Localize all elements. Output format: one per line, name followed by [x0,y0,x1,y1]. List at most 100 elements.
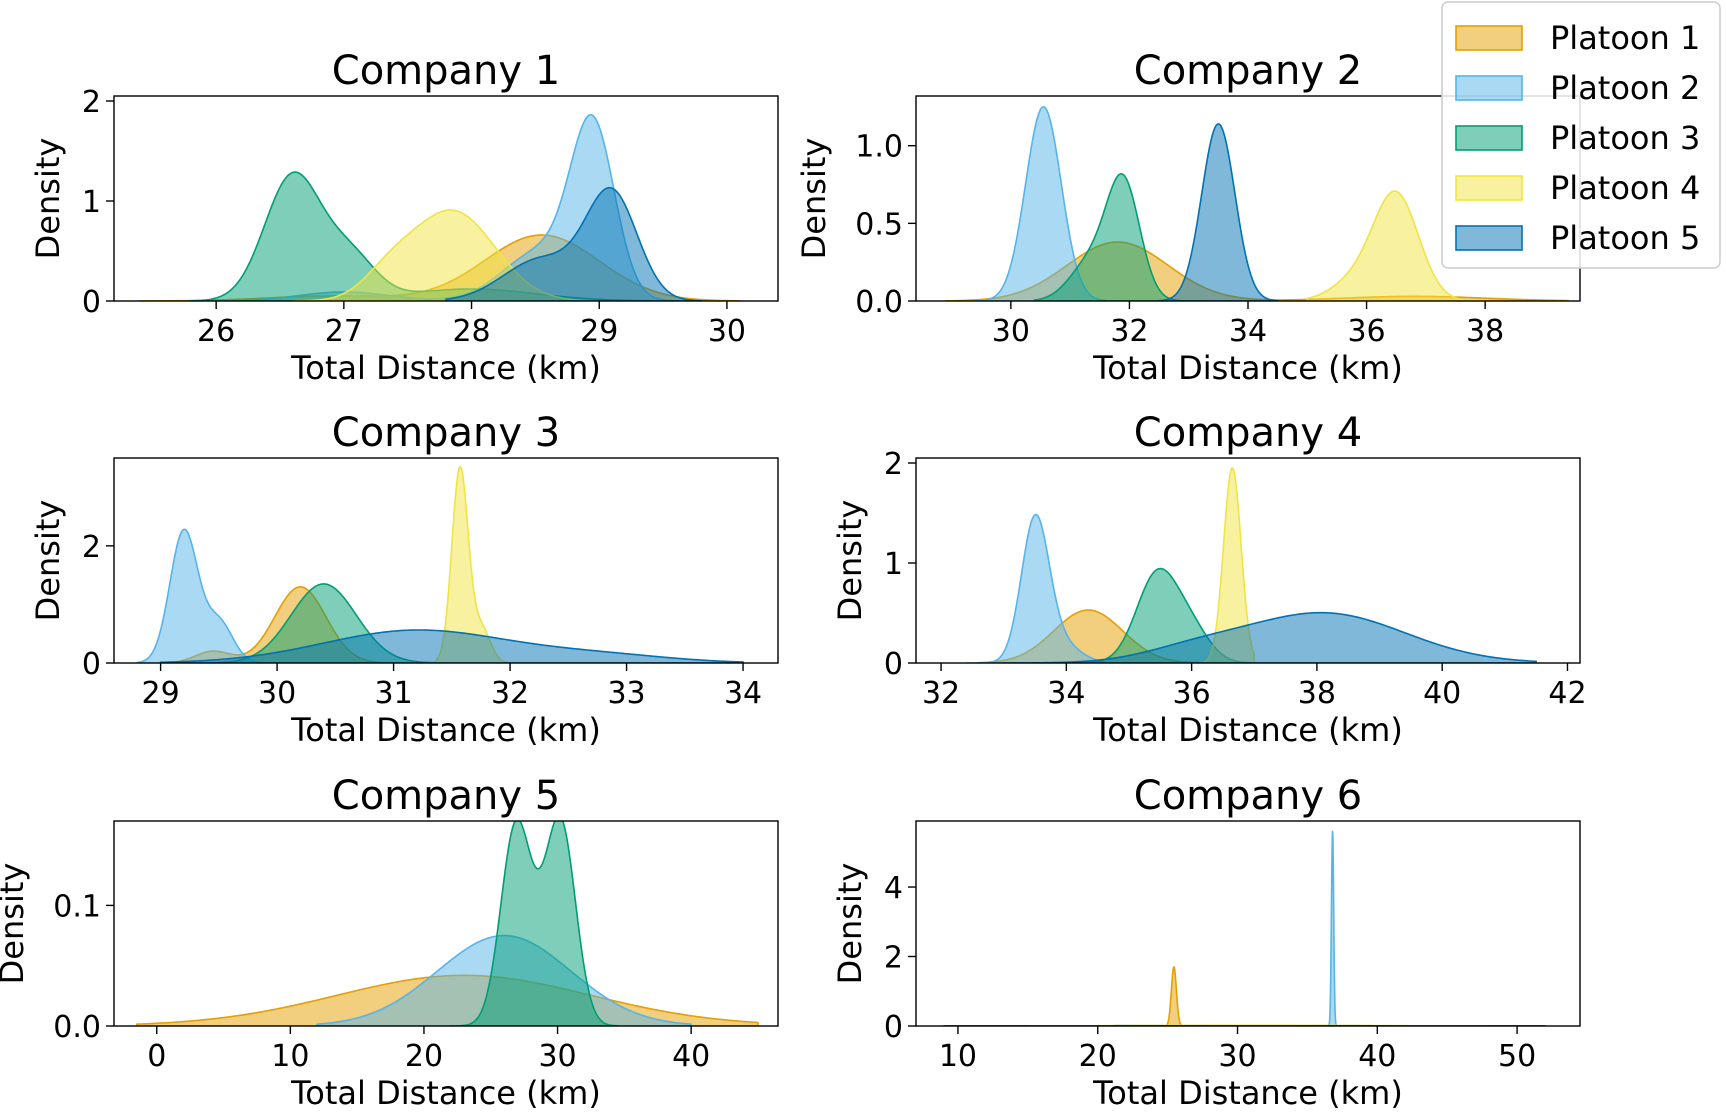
legend-swatch-platoon-3 [1455,125,1523,151]
x-tick-label: 40 [1423,676,1461,711]
y-axis-label: Density [0,863,31,985]
x-tick-label: 10 [271,1039,309,1074]
x-tick-label: 29 [580,314,618,349]
y-tick-label: 2 [884,447,903,482]
x-tick-label: 34 [1047,676,1085,711]
legend-label-platoon-5: Platoon 5 [1550,219,1700,257]
density-curves [135,821,759,1026]
x-tick-label: 20 [1079,1039,1117,1074]
y-tick-label: 0.5 [855,207,903,242]
x-tick-label: 36 [1173,676,1211,711]
x-tick-label: 42 [1548,676,1586,711]
x-tick-label: 40 [1358,1039,1396,1074]
panel-title: Company 6 [1134,773,1362,819]
y-tick-label: 2 [82,530,101,565]
y-tick-label: 4 [884,871,903,906]
density-curves [136,466,744,663]
legend-swatch-platoon-2 [1455,75,1523,101]
density-platoon-4 [1306,190,1486,301]
density-platoon-5 [1002,611,1537,663]
y-axis-label: Density [831,863,869,985]
x-tick-label: 34 [1229,314,1267,349]
density-platoon-2 [136,528,267,663]
x-axis-label: Total Distance (km) [290,711,601,749]
x-tick-label: 34 [724,676,762,711]
density-platoon-5 [445,186,703,301]
density-platoon-3 [449,821,619,1026]
x-tick-label: 38 [1298,676,1336,711]
axes-frame [915,820,1581,1027]
x-tick-label: 30 [258,676,296,711]
density-curves [944,106,1569,301]
density-platoon-5 [159,629,744,663]
y-tick-label: 1 [884,547,903,582]
panel-company-2: 30 32 34 36 38 0.0 0.5 1.0 Company 2 Total Distan… [795,48,1581,387]
x-tick-label: 20 [405,1039,443,1074]
x-tick-label: 30 [992,314,1030,349]
legend: Platoon 1 Platoon 2 Platoon 3 Platoon 4 Plat… [1441,1,1721,269]
density-curves [965,467,1537,663]
legend-box [1441,1,1721,269]
panel-company-1: 26 27 28 29 30 0 1 2 Company 1 Total Distance (km… [29,48,779,387]
x-axis-label: Total Distance (km) [1092,349,1403,387]
panel-title: Company 3 [332,410,560,456]
panel-company-5: 0 10 20 30 40 0.0 0.1 Company 5 Total Distance (… [0,773,779,1112]
x-tick-label: 30 [538,1039,576,1074]
x-tick-label: 29 [142,676,180,711]
panel-company-4: 32 34 36 38 40 42 0 1 2 Company 4 Total Distance (… [831,410,1587,749]
x-axis-label: Total Distance (km) [290,349,601,387]
x-tick-label: 36 [1347,314,1385,349]
x-tick-label: 26 [197,314,235,349]
legend-swatch-platoon-4 [1455,175,1523,201]
legend-label-platoon-1: Platoon 1 [1550,19,1700,57]
y-axis-label: Density [29,500,67,622]
y-axis-label: Density [831,500,869,622]
x-tick-label: 30 [1218,1039,1256,1074]
panel-company-3: 29 30 31 32 33 34 0 2 Company 3 Total Distance (k… [29,410,779,749]
x-tick-label: 38 [1466,314,1504,349]
density-platoon-1 [1159,966,1187,1026]
panel-title: Company 4 [1134,410,1362,456]
panel-title: Company 5 [332,773,560,819]
x-axis-label: Total Distance (km) [290,1074,601,1112]
y-tick-label: 0 [82,285,101,320]
panels: 26 27 28 29 30 0 1 2 Company 1 Total Distance (km… [0,48,1587,1112]
x-tick-label: 32 [1110,314,1148,349]
density-curves [943,830,1546,1026]
y-tick-label: 1 [82,185,101,220]
y-tick-label: 0.1 [53,889,101,924]
x-tick-label: 10 [939,1039,977,1074]
x-axis-label: Total Distance (km) [1092,711,1403,749]
y-tick-label: 0.0 [53,1010,101,1045]
y-axis-label: Density [29,138,67,260]
panel-company-6: 10 20 30 40 50 0 2 4 Company 6 Total Distance (km… [831,773,1581,1112]
x-tick-label: 0 [147,1039,166,1074]
panel-title: Company 1 [332,48,560,94]
y-tick-label: 0 [884,1010,903,1045]
axes-frame [915,457,1581,664]
density-curves [138,113,741,301]
panel-title: Company 2 [1134,48,1362,94]
x-tick-label: 28 [452,314,490,349]
x-tick-label: 27 [325,314,363,349]
x-tick-label: 32 [491,676,529,711]
x-tick-label: 31 [374,676,412,711]
x-tick-label: 33 [607,676,645,711]
y-tick-label: 2 [884,941,903,976]
y-axis-label: Density [795,138,833,260]
legend-swatch-platoon-1 [1455,25,1523,51]
legend-label-platoon-2: Platoon 2 [1550,69,1700,107]
x-tick-label: 40 [672,1039,710,1074]
density-platoon-2 [1323,830,1342,1026]
axes-frame [113,457,779,664]
legend-label-platoon-3: Platoon 3 [1550,119,1700,157]
x-tick-label: 50 [1498,1039,1536,1074]
y-tick-label: 0 [884,647,903,682]
x-tick-label: 30 [708,314,746,349]
x-tick-label: 32 [922,676,960,711]
axes-frame [113,95,779,302]
axes-frame [113,820,779,1027]
legend-label-platoon-4: Platoon 4 [1550,169,1700,207]
x-axis-label: Total Distance (km) [1092,1074,1403,1112]
